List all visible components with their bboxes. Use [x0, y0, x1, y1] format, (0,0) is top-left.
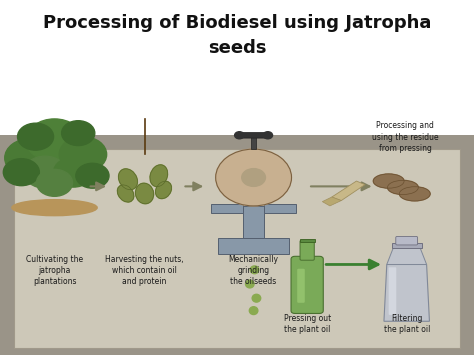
- Text: Cultivating the
jatropha
plantations: Cultivating the jatropha plantations: [26, 255, 83, 286]
- Ellipse shape: [373, 174, 404, 188]
- Text: Mechanically
grinding
the oilseeds: Mechanically grinding the oilseeds: [228, 255, 279, 286]
- Ellipse shape: [250, 266, 259, 274]
- Circle shape: [54, 157, 93, 187]
- FancyBboxPatch shape: [251, 137, 256, 149]
- Circle shape: [3, 159, 39, 186]
- FancyBboxPatch shape: [14, 149, 460, 348]
- FancyBboxPatch shape: [297, 269, 305, 303]
- FancyBboxPatch shape: [300, 239, 315, 242]
- Ellipse shape: [118, 169, 137, 190]
- FancyBboxPatch shape: [389, 267, 396, 315]
- Circle shape: [235, 132, 244, 139]
- FancyBboxPatch shape: [396, 236, 418, 245]
- Ellipse shape: [249, 307, 258, 315]
- FancyBboxPatch shape: [392, 243, 422, 248]
- Ellipse shape: [252, 294, 261, 302]
- FancyBboxPatch shape: [211, 204, 243, 213]
- FancyBboxPatch shape: [291, 256, 323, 313]
- Polygon shape: [322, 197, 341, 206]
- Polygon shape: [332, 181, 365, 201]
- Circle shape: [5, 138, 57, 178]
- Circle shape: [76, 163, 109, 188]
- Circle shape: [26, 119, 83, 162]
- Circle shape: [216, 149, 292, 206]
- Circle shape: [263, 132, 273, 139]
- Text: Harvesting the nuts,
which contain oil
and protein: Harvesting the nuts, which contain oil a…: [105, 255, 184, 286]
- Ellipse shape: [150, 165, 168, 187]
- Circle shape: [24, 156, 66, 188]
- Ellipse shape: [155, 181, 172, 199]
- Polygon shape: [387, 247, 427, 264]
- Text: Pressing out
the plant oil: Pressing out the plant oil: [283, 313, 331, 334]
- Circle shape: [59, 137, 107, 172]
- Text: Processing and
using the residue
from pressing: Processing and using the residue from pr…: [372, 121, 438, 153]
- Circle shape: [242, 169, 265, 186]
- Ellipse shape: [246, 280, 254, 288]
- Ellipse shape: [136, 183, 154, 204]
- Ellipse shape: [12, 200, 97, 216]
- Text: Processing of Biodiesel using Jatropha: Processing of Biodiesel using Jatropha: [43, 14, 431, 32]
- Circle shape: [18, 123, 54, 150]
- Text: seeds: seeds: [208, 39, 266, 57]
- Circle shape: [36, 169, 73, 196]
- Ellipse shape: [387, 180, 418, 195]
- FancyBboxPatch shape: [243, 206, 264, 238]
- Circle shape: [62, 121, 95, 146]
- FancyBboxPatch shape: [0, 135, 474, 355]
- Ellipse shape: [399, 187, 430, 201]
- FancyBboxPatch shape: [300, 240, 314, 260]
- FancyBboxPatch shape: [238, 132, 269, 138]
- FancyBboxPatch shape: [264, 204, 296, 213]
- Ellipse shape: [118, 185, 134, 202]
- FancyBboxPatch shape: [218, 238, 289, 254]
- Polygon shape: [384, 264, 429, 321]
- Text: Filtering
the plant oil: Filtering the plant oil: [383, 313, 430, 334]
